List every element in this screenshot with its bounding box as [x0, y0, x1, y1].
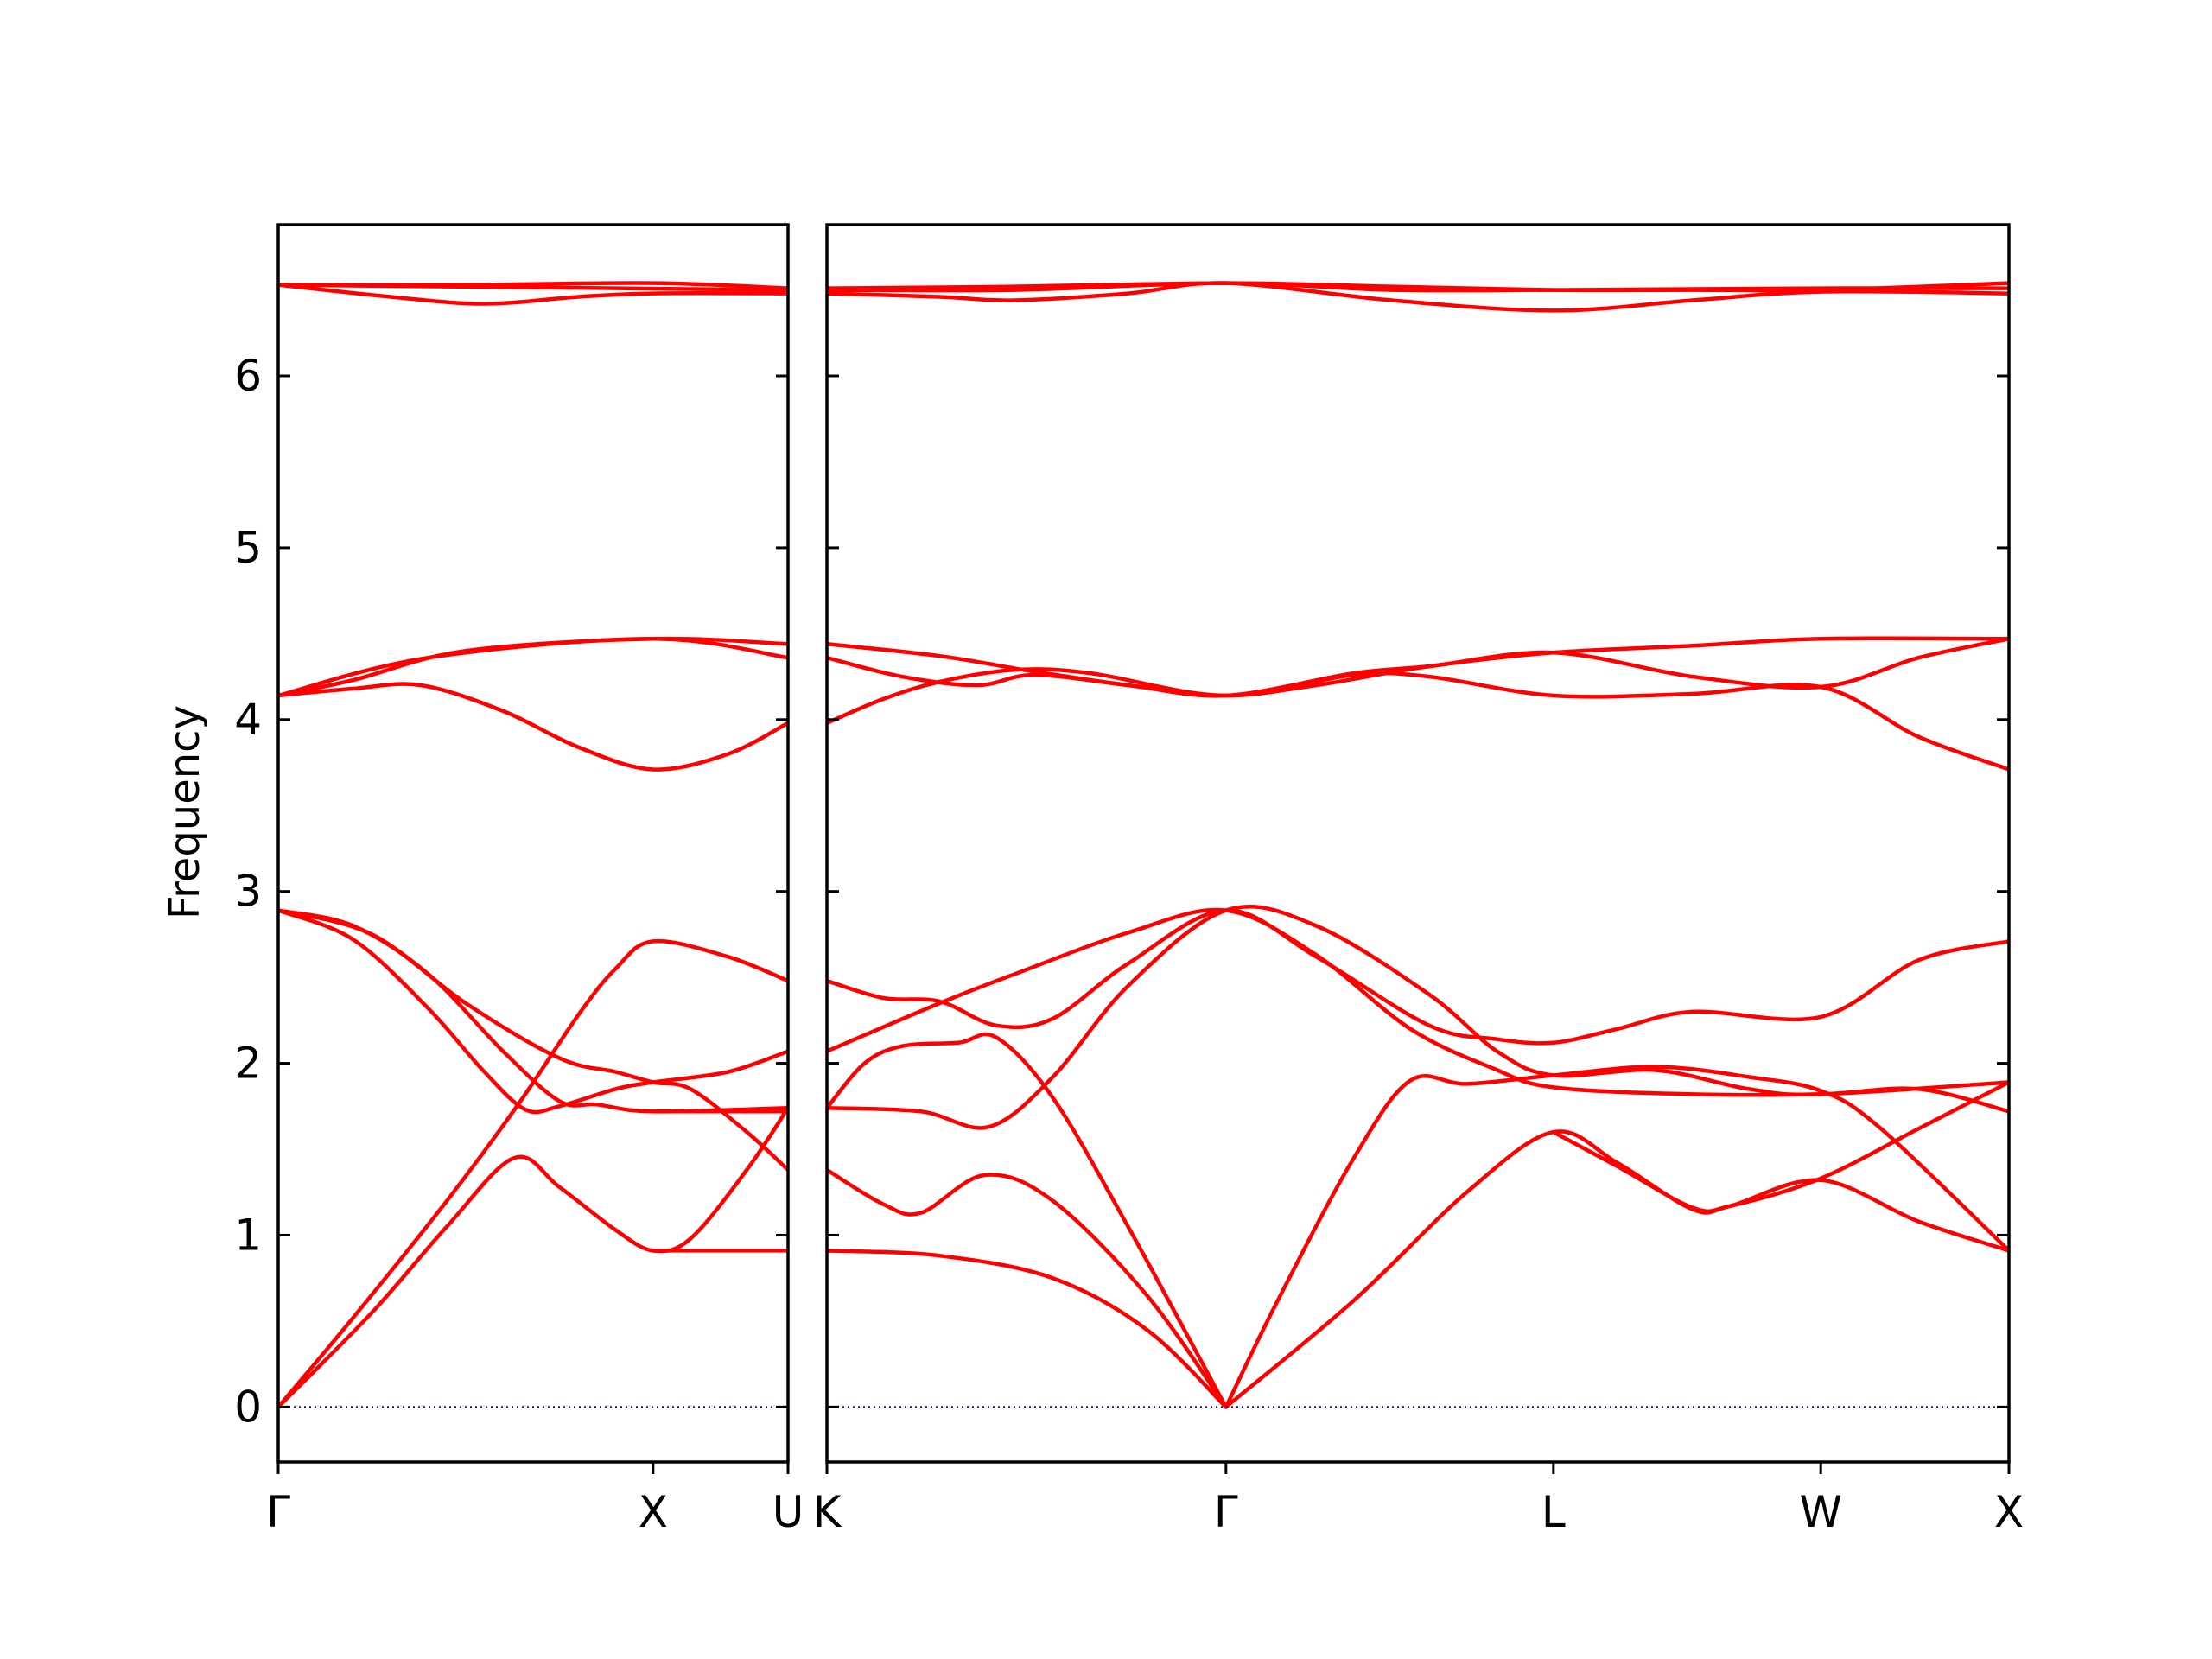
- y-tick-label: 4: [234, 695, 262, 745]
- y-tick-label: 0: [234, 1382, 262, 1432]
- plot-frame-left: [276, 223, 790, 1464]
- band-line-right-26: [1224, 1065, 2009, 1409]
- band-line-left-6: [278, 938, 788, 1409]
- x-tick-label: Γ: [1214, 1487, 1238, 1537]
- y-tick-label: 2: [234, 1039, 262, 1089]
- band-line-right-24: [827, 1249, 1229, 1409]
- band-line-left-4: [278, 637, 788, 698]
- band-line-right-22: [827, 904, 2009, 1130]
- band-line-right-19: [827, 667, 2009, 772]
- band-line-right-28: [1551, 1080, 2009, 1214]
- band-line-right-20: [827, 908, 2009, 1046]
- band-line-right-27: [1224, 1129, 2009, 1409]
- x-tick-label: X: [639, 1487, 668, 1537]
- x-tick-label: X: [1994, 1487, 2024, 1537]
- y-axis-label: Frequency: [161, 705, 209, 919]
- x-tick-label: W: [1799, 1487, 1841, 1537]
- x-tick-label: K: [813, 1487, 842, 1537]
- y-tick-label: 6: [234, 351, 262, 401]
- y-tick-label: 1: [234, 1210, 262, 1260]
- band-line-right-25: [827, 1032, 1229, 1409]
- band-line-right-23: [827, 1167, 1229, 1409]
- band-line-right-16: [827, 281, 2009, 293]
- band-line-right-21: [827, 907, 2009, 1114]
- x-tick-label: Γ: [266, 1487, 290, 1537]
- y-tick-label: 3: [234, 867, 262, 917]
- band-line-right-15: [827, 281, 2009, 313]
- band-line-left-5: [278, 682, 788, 772]
- band-line-left-10: [278, 908, 788, 1173]
- band-line-left-2: [278, 283, 788, 292]
- band-line-left-7: [278, 1106, 788, 1409]
- band-line-left-1: [278, 283, 788, 306]
- y-tick-label: 5: [234, 523, 262, 573]
- band-line-left-9: [278, 908, 788, 1115]
- x-tick-label: U: [772, 1487, 804, 1537]
- plot-frame-right: [825, 223, 2011, 1464]
- x-tick-label: L: [1541, 1487, 1566, 1537]
